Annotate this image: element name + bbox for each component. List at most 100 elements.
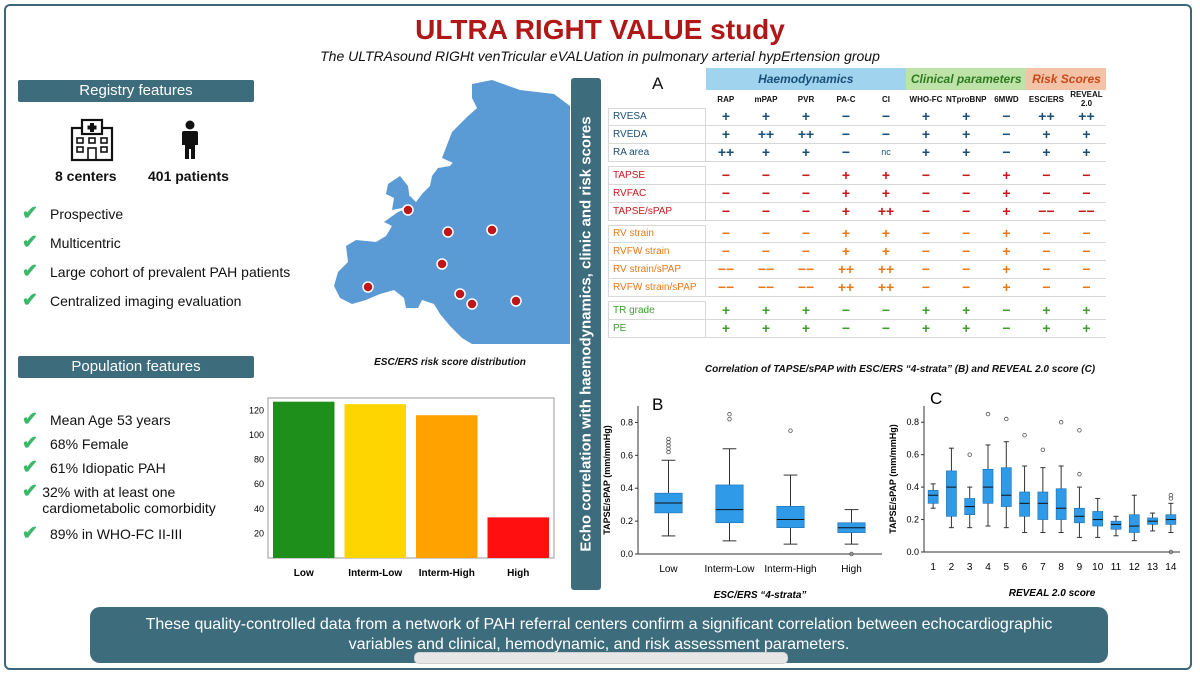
bar	[416, 415, 478, 558]
correlation-cell: +	[986, 242, 1027, 261]
box	[1019, 491, 1030, 517]
x-tick-label: 2	[949, 562, 955, 573]
center-marker	[362, 281, 374, 293]
risk-distribution-chart: 20 40 60 80 100 120 Low Interm-Low Interm-High Hi…	[249, 397, 555, 579]
table-row: RVFW strain/sPAP −− −− −− ++ ++ − − + − −	[608, 278, 1107, 297]
registry-list: ✔ Prospective ✔ Multicentric ✔ Large cohort…	[22, 204, 322, 322]
x-tick-label: Low	[659, 564, 678, 575]
column-header: mPAP	[754, 94, 778, 104]
correlation-cell: −	[1026, 166, 1067, 185]
correlation-cell: +	[826, 184, 866, 203]
correlation-cell: −	[986, 319, 1027, 338]
correlation-cell: −	[946, 260, 987, 279]
box	[982, 468, 994, 504]
x-tick-label: 11	[1111, 562, 1122, 573]
correlation-cell: −	[1066, 184, 1107, 203]
group-header: Haemodynamics	[705, 68, 906, 90]
correlation-cell: −	[866, 125, 906, 144]
y-tick-label: 0.2	[620, 516, 633, 526]
box	[1037, 491, 1049, 520]
outlier	[1168, 493, 1174, 498]
boxplot-esc-ers: 0.0 0.2 0.4 0.6 0.8 TAPSE/sPAP (mm/mmHg) ESC/E…	[602, 395, 882, 601]
horizontal-scrollbar[interactable]	[414, 652, 788, 664]
correlation-cell: +	[1026, 125, 1067, 144]
correlation-cell: −	[705, 225, 746, 243]
group-header-row: Haemodynamics Clinical parameters Risk Sco…	[609, 68, 1107, 90]
x-tick-label: Low	[294, 568, 314, 579]
panel-letter: C	[930, 389, 942, 408]
outlier	[727, 416, 732, 422]
outlier	[788, 428, 793, 433]
x-tick-label: 6	[1022, 562, 1028, 573]
row-label: TAPSE	[608, 166, 706, 185]
correlation-table: Haemodynamics Clinical parameters Risk Sco…	[608, 68, 1107, 338]
box	[946, 470, 957, 517]
correlation-cell: +	[906, 125, 946, 144]
row-label: PE	[608, 318, 706, 338]
x-tick-label: High	[507, 568, 529, 579]
y-tick-label: 80	[254, 455, 264, 465]
correlation-cell: −	[786, 242, 826, 261]
correlation-cell: +	[866, 225, 906, 243]
outlier	[1168, 549, 1174, 555]
registry-header: Registry features	[18, 80, 254, 102]
correlation-cell: ++	[746, 125, 786, 144]
y-tick-label: 120	[249, 405, 264, 415]
correlation-cell: +	[786, 143, 826, 162]
outlier	[1022, 433, 1027, 438]
center-marker	[442, 226, 454, 238]
row-label: TR grade	[608, 301, 706, 320]
x-tick-label: 8	[1058, 562, 1064, 573]
correlation-cell: +	[1026, 143, 1067, 162]
box	[927, 490, 939, 504]
population-list: ✔ Mean Age 53 years ✔ 68% Female ✔ 61% Idio…	[22, 410, 252, 550]
center-marker	[436, 258, 448, 270]
x-tick-label: 13	[1147, 562, 1159, 573]
correlation-cell: −	[1066, 242, 1107, 261]
correlation-cell: −	[826, 301, 866, 320]
check-icon: ✔	[22, 232, 38, 253]
x-tick-label: 7	[1040, 562, 1046, 573]
correlation-cell: +	[986, 166, 1027, 185]
patient-icon	[180, 120, 200, 165]
correlation-cell: ++	[826, 278, 866, 297]
correlation-cell: +	[826, 242, 866, 261]
correlation-cell: −	[786, 225, 826, 243]
map-caption: ESC/ERS risk score distribution	[374, 357, 526, 368]
correlation-cell: −	[705, 242, 746, 261]
box	[715, 484, 744, 524]
column-header: PVR	[797, 94, 815, 104]
correlation-cell: −−	[786, 278, 826, 297]
blank-corner	[609, 68, 706, 90]
correlation-cell: −	[946, 184, 987, 203]
check-icon: ✔	[22, 457, 38, 478]
correlation-cell: +	[866, 242, 906, 261]
correlation-cell: −	[746, 242, 786, 261]
correlation-cell: −	[1066, 225, 1107, 243]
correlation-cell: +	[946, 319, 987, 338]
table-row: TAPSE/sPAP − − − + ++ − − + −− −−	[608, 201, 1107, 221]
box	[1128, 514, 1140, 533]
correlation-cell: +	[906, 301, 946, 320]
check-icon: ✔	[22, 433, 38, 454]
table-row: RV strain/sPAP −− −− −− ++ ++ − − + − −	[608, 260, 1107, 279]
x-axis-label: REVEAL 2.0 score	[1009, 588, 1096, 599]
correlation-cell: +	[705, 319, 746, 338]
y-tick-label: 0.0	[906, 547, 919, 557]
page-title: ULTRA RIGHT VALUE study	[415, 14, 785, 45]
patients-count: 401 patients	[148, 168, 229, 184]
centers-count: 8 centers	[55, 168, 117, 184]
y-axis-label: TAPSE/sPAP (mm/mmHg)	[602, 425, 612, 535]
correlation-cell: −	[705, 166, 746, 185]
correlation-cell: −	[986, 301, 1027, 320]
column-header-row: RAP mPAP PVR PA-C CI WHO-FC NTproBNP 6MWD ESC/ER…	[609, 90, 1107, 108]
correlation-cell: −	[786, 184, 826, 203]
row-label: RVFAC	[608, 183, 706, 203]
correlation-cell: +	[705, 301, 746, 320]
bar	[273, 401, 335, 558]
correlation-cell: −	[946, 225, 987, 243]
correlation-cell: −	[746, 202, 786, 221]
correlation-cell: −	[1026, 278, 1067, 297]
box	[1074, 507, 1085, 524]
population-item: ✔ 89% in WHO-FC II-III	[22, 523, 183, 544]
